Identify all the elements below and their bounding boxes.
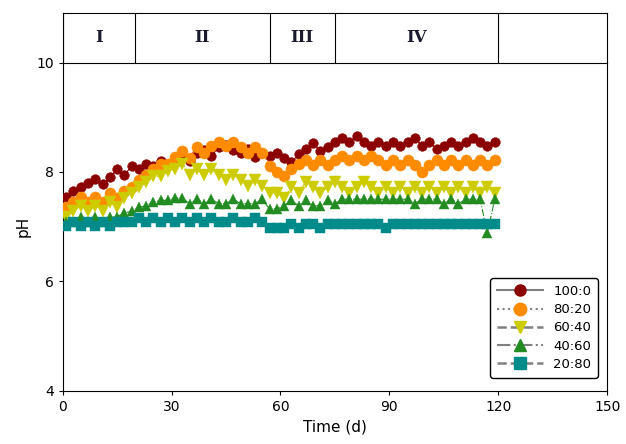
Text: II: II <box>195 29 210 47</box>
Text: I: I <box>95 29 103 47</box>
Legend: 100:0, 80:20, 60:40, 40:60, 20:80: 100:0, 80:20, 60:40, 40:60, 20:80 <box>490 278 598 377</box>
Y-axis label: pH: pH <box>16 216 31 237</box>
X-axis label: Time (d): Time (d) <box>303 419 367 434</box>
Text: IV: IV <box>406 29 427 47</box>
Text: III: III <box>290 29 314 47</box>
